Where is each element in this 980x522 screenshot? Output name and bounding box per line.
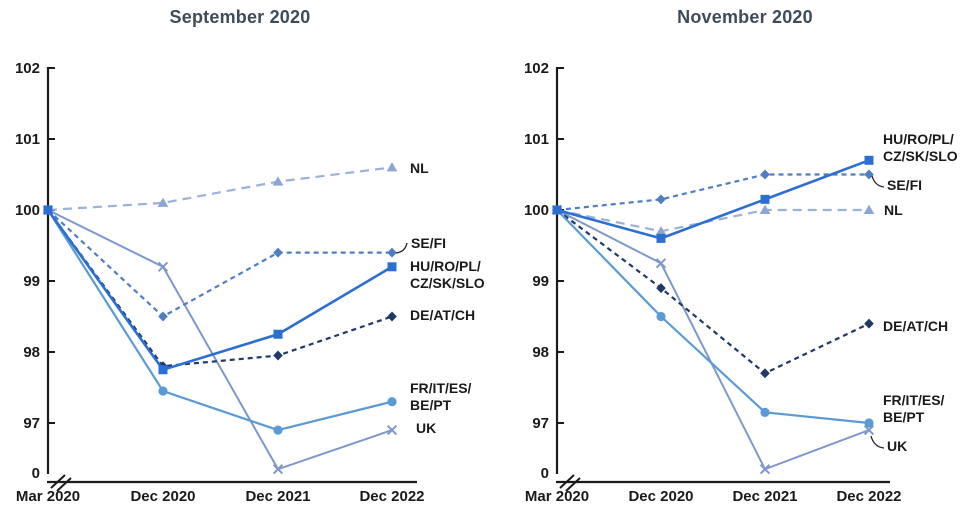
data-point-marker-x: [863, 424, 875, 436]
y-tick-label: 102: [15, 60, 40, 77]
data-point-marker-x: [759, 464, 771, 475]
series-line-HU/RO/PL/CZ/SK/SLO: [46, 209, 393, 372]
data-point-marker-x: [157, 261, 169, 272]
data-point-marker-square: [43, 205, 53, 215]
data-point-marker-diamond: [656, 194, 666, 205]
data-point-marker-triangle: [272, 176, 284, 186]
data-point-marker-square: [387, 262, 397, 272]
data-point-marker-triangle: [863, 204, 875, 214]
series-line-UK: [47, 209, 393, 471]
y-tick-label: 101: [524, 131, 549, 148]
series-label-FR/IT/ES/BE/PT: FR/IT/ES/BE/PT: [410, 380, 472, 413]
series-label-DE/AT/CH: DE/AT/CH: [883, 318, 948, 334]
series-label-SE/FI: SE/FI: [411, 235, 446, 251]
data-point-marker-triangle: [386, 162, 398, 172]
y-tick-label: 100: [524, 202, 549, 219]
series-label-NL: NL: [410, 160, 429, 176]
data-point-marker-triangle: [759, 204, 771, 214]
data-point-marker-triangle: [655, 226, 667, 236]
label-leader-line: [871, 175, 885, 188]
x-tick-label: Mar 2020: [16, 488, 80, 505]
series-line-SE/FI: [556, 173, 869, 212]
series-line-SE/FI: [47, 209, 392, 318]
y-tick-label: 100: [15, 202, 40, 219]
data-point-marker-circle: [864, 418, 874, 428]
data-point-marker-square: [656, 233, 666, 243]
y-tick-label: 98: [23, 344, 40, 361]
data-point-marker-square: [158, 365, 168, 375]
series-line-NL: [556, 208, 869, 233]
series-line-DE/AT/CH: [556, 209, 870, 375]
data-point-marker-square: [273, 329, 283, 339]
data-point-marker-square: [552, 205, 562, 215]
chart-title-november: November 2020: [677, 7, 813, 27]
y-tick-label: 99: [532, 273, 549, 290]
y-tick-label: 98: [532, 344, 549, 361]
data-point-marker-square: [760, 194, 770, 204]
x-tick-label: Dec 2022: [359, 488, 424, 505]
data-point-marker-diamond: [273, 247, 283, 258]
data-point-marker-diamond: [760, 169, 770, 180]
series-label-HU/RO/PL/CZ/SK/SLO: HU/RO/PL/CZ/SK/SLO: [410, 258, 485, 291]
series-line-HU/RO/PL/CZ/SK/SLO: [556, 159, 870, 240]
y-tick-label: 97: [23, 415, 40, 432]
data-point-marker-diamond: [656, 283, 666, 294]
y-axis-break-label: 0: [541, 465, 549, 482]
y-tick-label: 101: [15, 131, 40, 148]
y-tick-label: 99: [23, 273, 40, 290]
series-label-SE/FI: SE/FI: [887, 177, 922, 193]
data-point-marker-diamond: [387, 311, 397, 322]
y-tick-label: 97: [532, 415, 549, 432]
data-point-marker-square: [864, 155, 874, 165]
data-point-marker-diamond: [273, 350, 283, 361]
series-label-NL: NL: [884, 202, 903, 218]
data-point-marker-diamond: [864, 318, 874, 329]
axis-break-mark: [50, 474, 72, 492]
x-tick-label: Dec 2021: [732, 488, 797, 505]
data-point-marker-circle: [656, 311, 666, 322]
data-point-marker-diamond: [760, 368, 770, 379]
series-line-FR/IT/ES/BE/PT: [47, 209, 393, 432]
x-tick-label: Dec 2022: [836, 488, 901, 505]
axis-break-mark: [559, 474, 581, 492]
data-point-marker-circle: [273, 425, 283, 435]
september-chart: 102 101 100 99 98 97 0 Mar 2020 Dec 2020 Dec 2021…: [15, 60, 485, 505]
series-line-FR/IT/ES/BE/PT: [556, 209, 870, 425]
data-point-marker-x: [386, 424, 398, 436]
series-label-UK: UK: [887, 438, 907, 454]
data-point-marker-triangle: [157, 197, 169, 207]
data-point-marker-x: [655, 258, 667, 269]
series-label-DE/AT/CH: DE/AT/CH: [410, 307, 475, 323]
data-point-marker-circle: [158, 386, 168, 396]
x-tick-label: Mar 2020: [525, 488, 589, 505]
label-leader-line: [870, 435, 885, 449]
series-line-DE/AT/CH: [47, 209, 393, 368]
data-point-marker-diamond: [864, 169, 874, 180]
series-label-FR/IT/ES/BE/PT: FR/IT/ES/BE/PT: [883, 392, 945, 425]
label-leader-line: [395, 242, 408, 254]
y-tick-label: 102: [524, 60, 549, 77]
data-point-marker-diamond: [158, 311, 168, 322]
november-chart: 102 101 100 99 98 97 0 Mar 2020 Dec 2020 Dec 2021…: [524, 60, 958, 505]
x-tick-label: Dec 2021: [245, 488, 310, 505]
y-axis-break-label: 0: [32, 465, 40, 482]
data-point-marker-diamond: [387, 247, 397, 258]
data-point-marker-x: [272, 464, 284, 475]
x-tick-label: Dec 2020: [628, 488, 693, 505]
x-tick-label: Dec 2020: [130, 488, 195, 505]
series-line-NL: [47, 166, 393, 212]
series-label-HU/RO/PL/CZ/SK/SLO: HU/RO/PL/CZ/SK/SLO: [883, 131, 958, 164]
data-point-marker-circle: [387, 397, 397, 407]
series-label-UK: UK: [416, 420, 436, 436]
data-point-marker-circle: [760, 407, 770, 417]
series-line-UK: [556, 209, 870, 471]
chart-title-september: September 2020: [169, 7, 311, 27]
